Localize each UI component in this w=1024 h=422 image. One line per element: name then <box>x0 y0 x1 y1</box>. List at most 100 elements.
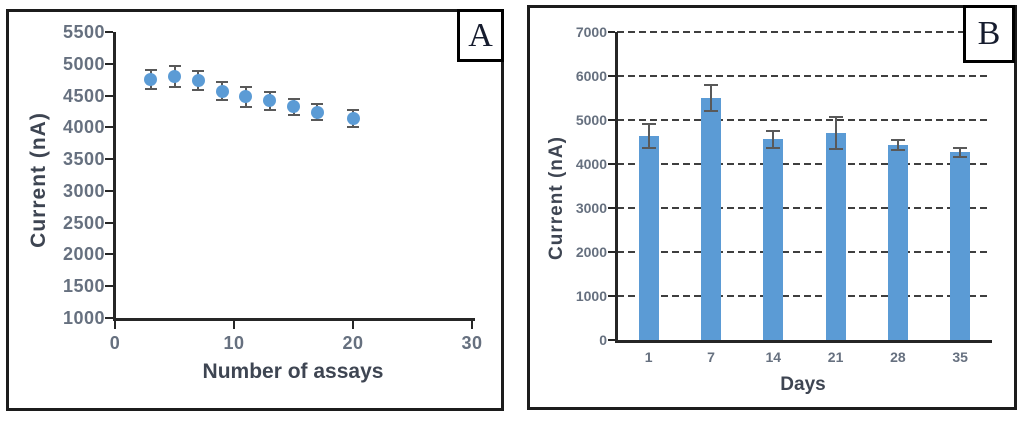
bar <box>763 139 784 340</box>
panel-b-x-axis-title: Days <box>780 374 826 395</box>
error-bar-line <box>896 140 899 150</box>
y-tick-mark <box>608 339 615 341</box>
y-tick-mark <box>608 251 615 253</box>
y-tick-mark <box>608 163 615 165</box>
y-tick-label: 4000 <box>62 117 105 138</box>
error-bar-cap-top <box>641 122 656 125</box>
error-bar-cap-bottom <box>168 85 181 88</box>
gridline <box>617 295 990 297</box>
y-tick-label: 2500 <box>62 212 105 233</box>
panel-a-x-axis-title: Number of assays <box>202 360 384 383</box>
error-bar-cap-bottom <box>828 148 843 151</box>
error-bar-line <box>647 123 650 148</box>
panel-a-label-box: A <box>457 9 504 62</box>
x-tick-label: 21 <box>827 349 844 365</box>
y-tick-label: 1000 <box>62 308 105 328</box>
error-bar-line <box>772 131 775 148</box>
y-tick-mark <box>105 285 113 288</box>
error-bar-cap-top <box>239 85 252 88</box>
y-tick-mark <box>105 126 113 129</box>
error-bar-cap-top <box>168 65 181 68</box>
panel-b-y-axis-title: Current (nA) <box>546 136 567 260</box>
x-tick-mark <box>352 321 354 329</box>
y-tick-label: 2000 <box>575 244 607 260</box>
error-bar-cap-bottom <box>216 99 229 101</box>
error-bar-cap-bottom <box>144 88 157 91</box>
error-bar-line <box>959 147 962 157</box>
data-point <box>346 111 360 125</box>
error-bar-cap-bottom <box>766 146 781 149</box>
error-bar-cap-bottom <box>287 114 300 117</box>
y-tick-mark <box>105 317 113 319</box>
error-bar-cap-top <box>192 69 205 72</box>
data-point <box>144 73 158 87</box>
error-bar-cap-top <box>216 81 229 84</box>
y-tick-mark <box>608 207 615 209</box>
gridline <box>617 207 990 209</box>
y-tick-mark <box>105 253 113 256</box>
error-bar-cap-bottom <box>311 119 324 122</box>
y-tick-label: 4000 <box>575 156 607 172</box>
error-bar-cap-bottom <box>890 148 905 151</box>
y-tick-mark <box>105 94 113 97</box>
error-bar-cap-bottom <box>192 88 205 91</box>
panel-a: 1000 1500 2000 2500 3000 3500 4000 4500 5000 5500… <box>6 9 504 411</box>
y-tick-label: 3000 <box>62 180 105 201</box>
y-tick-mark <box>608 75 615 77</box>
error-bar-cap-top <box>704 83 718 86</box>
panel-b: 0 1000 2000 3000 4000 5000 6000 7000 1 7 14 21 28 35 … <box>527 5 1017 410</box>
error-bar-cap-top <box>953 146 968 149</box>
x-tick-label: 30 <box>461 333 483 353</box>
x-tick-label: 28 <box>890 349 906 365</box>
error-bar-cap-top <box>144 69 157 72</box>
panel-b-plot-area: 0 1000 2000 3000 4000 5000 6000 7000 1 7 14 21 28 35 <box>530 8 1014 407</box>
error-bar-cap-bottom <box>953 155 968 158</box>
x-tick-mark <box>471 321 473 329</box>
panel-a-plot-area: 1000 1500 2000 2500 3000 3500 4000 4500 5000 5500… <box>9 12 501 408</box>
y-tick-label: 4500 <box>62 85 105 106</box>
panel-a-y-axis-title: Current (nA) <box>27 112 50 248</box>
data-point <box>263 94 277 108</box>
y-tick-mark <box>608 295 615 297</box>
panel-b-label: B <box>977 15 1001 52</box>
x-axis-line <box>615 340 992 343</box>
data-point <box>310 105 324 119</box>
y-tick-mark <box>105 189 113 192</box>
data-point <box>287 100 300 114</box>
error-bar-line <box>834 116 837 150</box>
error-bar-cap-bottom <box>239 105 252 108</box>
error-bar-cap-bottom <box>704 110 718 113</box>
x-tick-label: 10 <box>223 333 245 353</box>
y-tick-mark <box>105 221 113 224</box>
y-tick-label: 0 <box>599 332 607 348</box>
y-tick-label: 3000 <box>575 200 607 216</box>
x-tick-mark <box>233 321 235 329</box>
y-tick-label: 1500 <box>62 276 105 297</box>
error-bar-line <box>710 84 712 112</box>
bar <box>638 135 659 340</box>
y-tick-label: 1000 <box>575 288 607 304</box>
gridline <box>617 251 990 253</box>
error-bar-cap-top <box>766 130 781 132</box>
error-bar-cap-top <box>311 102 324 105</box>
data-point <box>239 90 253 104</box>
bar <box>887 145 908 340</box>
bar <box>950 152 971 340</box>
y-tick-label: 2000 <box>62 244 105 265</box>
gridline <box>617 163 990 165</box>
x-tick-label: 1 <box>644 349 653 365</box>
y-tick-label: 6000 <box>575 68 607 84</box>
error-bar-cap-bottom <box>347 125 359 128</box>
error-bar-cap-top <box>828 115 843 118</box>
data-point <box>168 69 181 83</box>
y-axis-line <box>615 32 618 343</box>
gridline <box>617 75 990 77</box>
y-tick-label: 3500 <box>62 149 105 170</box>
x-tick-label: 20 <box>342 333 364 353</box>
y-tick-mark <box>608 31 615 33</box>
error-bar-cap-top <box>263 90 276 93</box>
data-point <box>215 84 229 98</box>
data-point <box>191 73 205 87</box>
y-tick-mark <box>105 62 113 65</box>
